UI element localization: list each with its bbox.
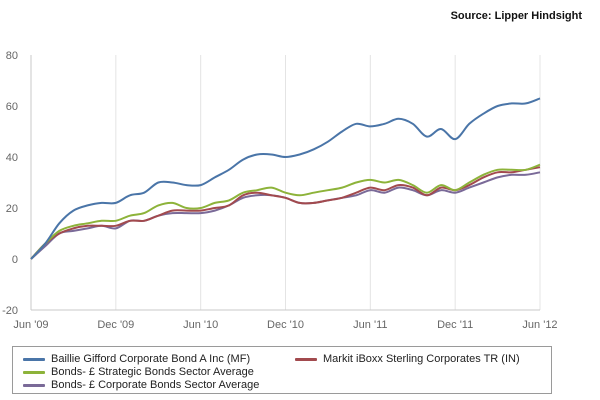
x-tick-label: Dec '11 (437, 319, 473, 331)
y-tick-label: 20 (6, 203, 18, 215)
y-tick-label: 0 (12, 254, 18, 266)
x-tick-label: Dec '09 (97, 319, 134, 331)
chart-axes (30, 55, 540, 311)
chart-tick-labels: Jun '09 Dec '09 Jun '10 Dec '10 Jun '11 Dec '… (2, 50, 557, 331)
source-note: Source: Lipper Hindsight (450, 10, 582, 22)
chart-series (30, 97, 541, 260)
legend-swatch (23, 370, 45, 374)
legend-swatch (23, 357, 45, 361)
chart-grid (30, 55, 541, 310)
legend-swatch (295, 357, 317, 361)
legend-item-corporate-bonds[interactable]: Bonds- £ Corporate Bonds Sector Average (23, 379, 259, 391)
legend-label: Markit iBoxx Sterling Corporates TR (IN) (323, 353, 520, 365)
y-tick-label: -20 (2, 305, 18, 317)
x-tick-label: Jun '11 (353, 319, 387, 331)
y-tick-label: 80 (6, 50, 18, 62)
y-tick-label: 40 (6, 152, 18, 164)
series-line-2 (30, 163, 541, 260)
series-line-0 (30, 97, 541, 260)
legend-item-strategic-bonds[interactable]: Bonds- £ Strategic Bonds Sector Average (23, 366, 254, 378)
legend-label: Baillie Gifford Corporate Bond A Inc (MF… (51, 353, 251, 365)
y-tick-label: 60 (6, 101, 18, 113)
x-tick-label: Jun '10 (183, 319, 218, 331)
legend-item-markit-iboxx[interactable]: Markit iBoxx Sterling Corporates TR (IN) (295, 353, 520, 365)
x-tick-label: Jun '12 (522, 319, 557, 331)
legend-label: Bonds- £ Corporate Bonds Sector Average (51, 379, 260, 391)
chart-legend: Baillie Gifford Corporate Bond A Inc (MF… (12, 346, 552, 394)
line-chart: Jun '09 Dec '09 Jun '10 Dec '10 Jun '11 Dec '… (2, 50, 557, 331)
legend-swatch (23, 383, 45, 387)
legend-item-baillie-gifford[interactable]: Baillie Gifford Corporate Bond A Inc (MF… (23, 353, 250, 365)
legend-label: Bonds- £ Strategic Bonds Sector Average (51, 366, 254, 378)
x-tick-label: Jun '09 (13, 319, 48, 331)
x-tick-label: Dec '10 (267, 319, 304, 331)
